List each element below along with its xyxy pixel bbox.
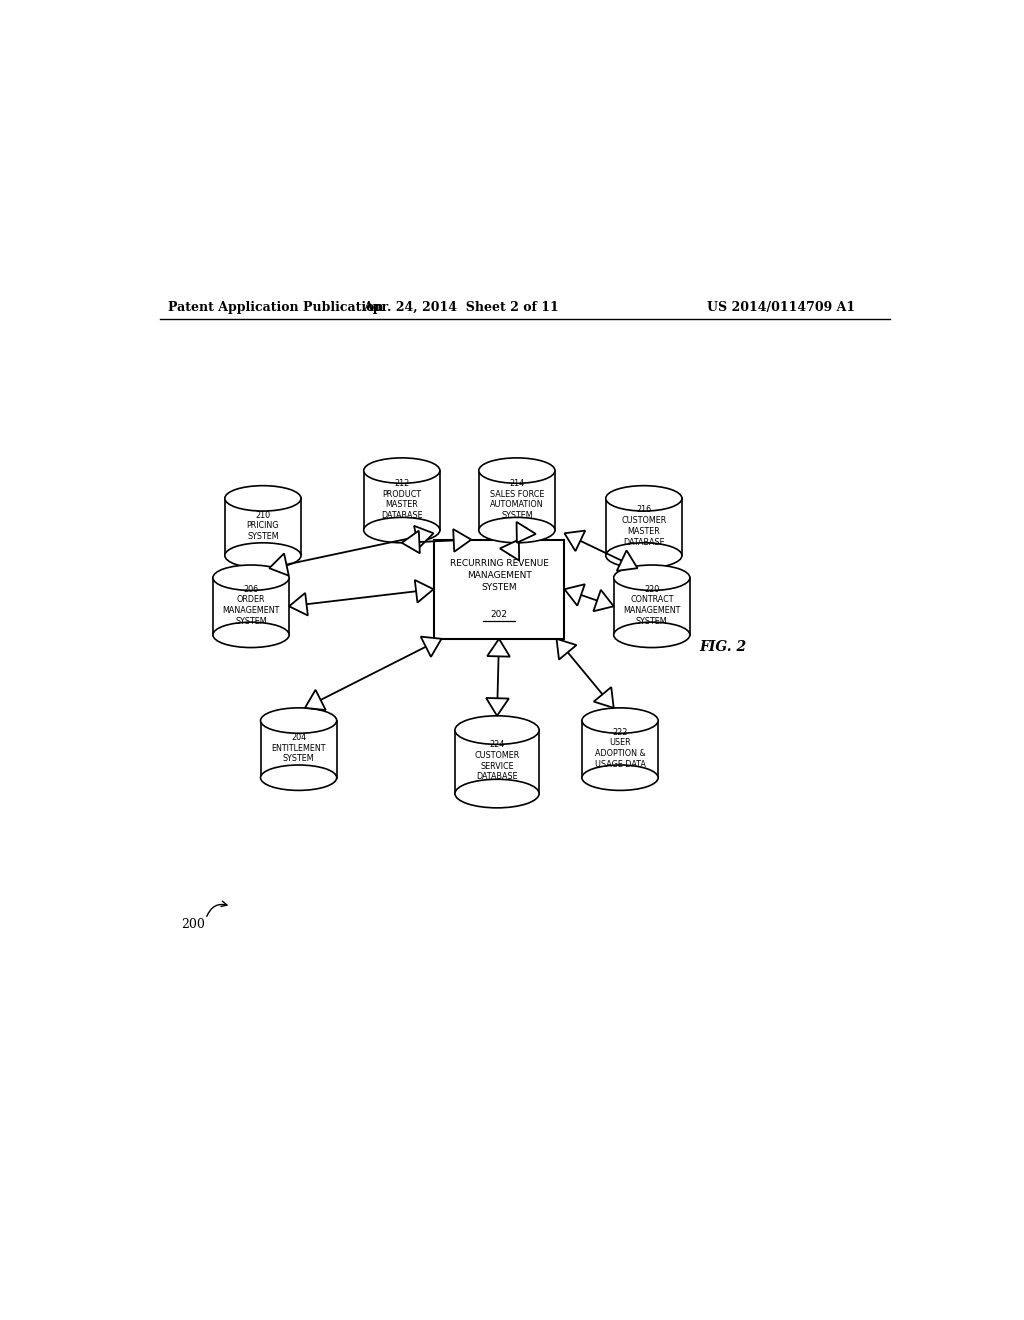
Ellipse shape bbox=[213, 565, 289, 590]
Polygon shape bbox=[613, 578, 690, 635]
Text: 224
CUSTOMER
SERVICE
DATABASE: 224 CUSTOMER SERVICE DATABASE bbox=[474, 741, 519, 781]
Ellipse shape bbox=[260, 766, 337, 791]
Text: Apr. 24, 2014  Sheet 2 of 11: Apr. 24, 2014 Sheet 2 of 11 bbox=[364, 301, 559, 314]
Polygon shape bbox=[421, 636, 441, 657]
Polygon shape bbox=[289, 593, 308, 615]
Ellipse shape bbox=[613, 565, 690, 590]
Polygon shape bbox=[594, 688, 613, 708]
Polygon shape bbox=[364, 471, 440, 531]
Text: 220
CONTRACT
MANAGEMENT
SYSTEM: 220 CONTRACT MANAGEMENT SYSTEM bbox=[623, 585, 681, 626]
Text: 206
ORDER
MANAGEMENT
SYSTEM: 206 ORDER MANAGEMENT SYSTEM bbox=[222, 585, 280, 626]
Polygon shape bbox=[487, 639, 510, 656]
Polygon shape bbox=[414, 525, 433, 548]
Text: 200: 200 bbox=[181, 917, 205, 931]
Ellipse shape bbox=[364, 458, 440, 483]
Ellipse shape bbox=[479, 517, 555, 543]
Polygon shape bbox=[582, 721, 658, 777]
Text: 202: 202 bbox=[490, 610, 508, 619]
Ellipse shape bbox=[225, 486, 301, 511]
Polygon shape bbox=[454, 529, 471, 552]
Polygon shape bbox=[225, 499, 301, 556]
Polygon shape bbox=[260, 721, 337, 777]
Polygon shape bbox=[564, 531, 585, 550]
Polygon shape bbox=[305, 690, 326, 710]
Text: 216
CUSTOMER
MASTER
DATABASE: 216 CUSTOMER MASTER DATABASE bbox=[622, 506, 667, 546]
Polygon shape bbox=[500, 540, 519, 561]
Text: 214
SALES FORCE
AUTOMATION
SYSTEM: 214 SALES FORCE AUTOMATION SYSTEM bbox=[489, 479, 544, 520]
Ellipse shape bbox=[606, 486, 682, 511]
Text: Patent Application Publication: Patent Application Publication bbox=[168, 301, 383, 314]
Ellipse shape bbox=[582, 708, 658, 734]
Polygon shape bbox=[401, 531, 420, 553]
Ellipse shape bbox=[364, 517, 440, 543]
Polygon shape bbox=[486, 698, 509, 715]
Ellipse shape bbox=[455, 715, 539, 744]
Polygon shape bbox=[606, 499, 682, 556]
Polygon shape bbox=[455, 730, 539, 793]
Ellipse shape bbox=[606, 543, 682, 568]
Polygon shape bbox=[516, 521, 536, 543]
Text: US 2014/0114709 A1: US 2014/0114709 A1 bbox=[708, 301, 855, 314]
Polygon shape bbox=[557, 639, 577, 660]
Ellipse shape bbox=[479, 458, 555, 483]
Polygon shape bbox=[593, 590, 613, 611]
Polygon shape bbox=[213, 578, 289, 635]
FancyArrowPatch shape bbox=[207, 902, 227, 916]
Text: RECURRING REVENUE
MANAGEMENT
SYSTEM: RECURRING REVENUE MANAGEMENT SYSTEM bbox=[450, 560, 549, 593]
Ellipse shape bbox=[225, 543, 301, 568]
Polygon shape bbox=[616, 550, 638, 570]
Text: 212
PRODUCT
MASTER
DATABASE: 212 PRODUCT MASTER DATABASE bbox=[381, 479, 423, 520]
Text: 222
USER
ADOPTION &
USAGE DATA: 222 USER ADOPTION & USAGE DATA bbox=[595, 727, 645, 768]
Bar bbox=[433, 540, 564, 639]
Polygon shape bbox=[564, 585, 585, 606]
Polygon shape bbox=[269, 553, 289, 576]
Ellipse shape bbox=[582, 766, 658, 791]
Polygon shape bbox=[479, 471, 555, 531]
Polygon shape bbox=[415, 579, 433, 602]
Ellipse shape bbox=[455, 779, 539, 808]
Text: 210
PRICING
SYSTEM: 210 PRICING SYSTEM bbox=[247, 511, 280, 541]
Ellipse shape bbox=[260, 708, 337, 734]
Ellipse shape bbox=[213, 622, 289, 648]
Ellipse shape bbox=[613, 622, 690, 648]
Text: 204
ENTITLEMENT
SYSTEM: 204 ENTITLEMENT SYSTEM bbox=[271, 733, 326, 763]
Text: FIG. 2: FIG. 2 bbox=[699, 640, 746, 653]
